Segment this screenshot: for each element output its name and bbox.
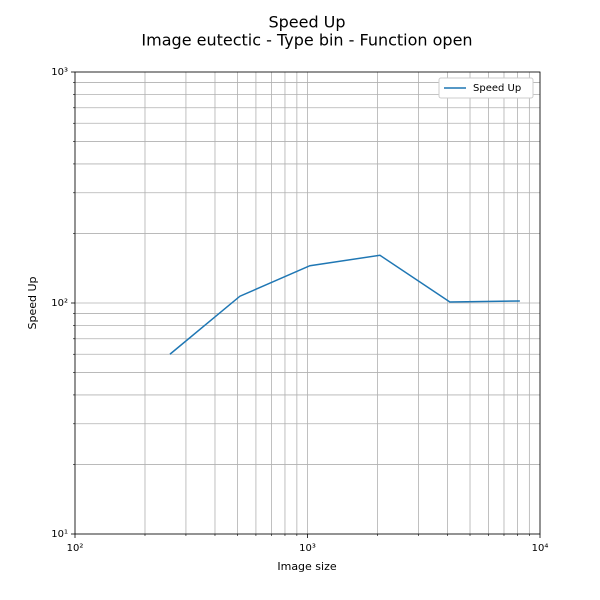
x-tick-label: 10² — [67, 543, 84, 554]
chart-title: Speed Up — [268, 13, 345, 32]
y-tick-label: 10² — [51, 298, 68, 309]
x-tick-label: 10⁴ — [532, 543, 549, 554]
grid — [74, 71, 541, 535]
x-axis-label: Image size — [277, 560, 337, 573]
legend-box — [438, 77, 534, 99]
y-tick-label: 10³ — [51, 67, 68, 78]
plot-frame — [74, 71, 541, 535]
legend-label: Speed Up — [473, 83, 521, 94]
x-tick-label: 10³ — [299, 543, 316, 554]
data-line — [169, 254, 520, 355]
y-tick-label: 10¹ — [51, 529, 68, 540]
chart-subtitle: Image eutectic - Type bin - Function ope… — [141, 31, 472, 50]
y-axis-label: Speed Up — [26, 276, 39, 329]
